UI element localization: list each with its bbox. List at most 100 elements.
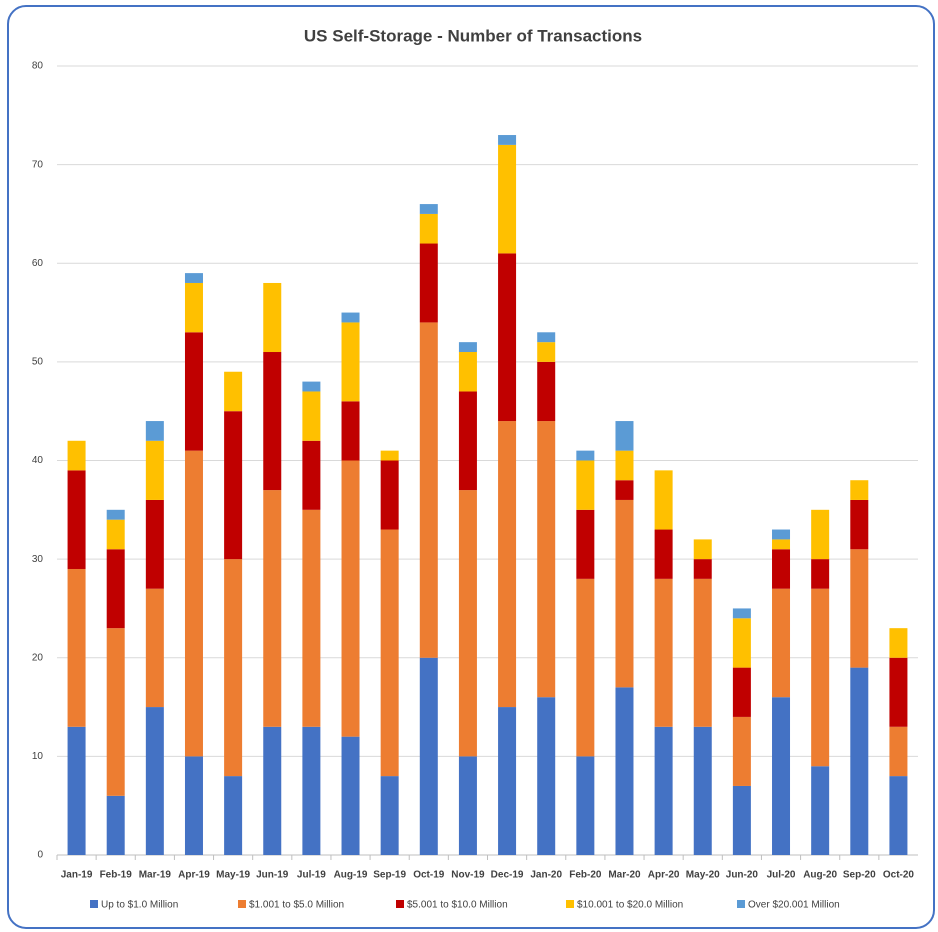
legend-swatch	[737, 900, 745, 908]
legend-label: $10.001 to $20.0 Million	[577, 900, 683, 911]
legend-label: $1.001 to $5.0 Million	[249, 900, 344, 911]
x-tick-label: Jun-19	[256, 870, 289, 881]
bar-segment	[106, 549, 125, 629]
y-tick-label: 50	[32, 357, 44, 368]
bar-segment	[419, 243, 438, 323]
y-tick-label: 80	[32, 61, 44, 72]
legend-swatch	[238, 900, 246, 908]
bar-segment	[772, 697, 791, 855]
bar-segment	[145, 588, 164, 708]
x-tick-label: Nov-19	[451, 870, 485, 881]
bar-segment	[654, 726, 673, 855]
x-tick-label: Aug-20	[803, 870, 837, 881]
bar-segment	[772, 539, 791, 550]
bar-segment	[458, 391, 477, 491]
bar-segment	[302, 381, 321, 392]
bar-segment	[576, 578, 595, 757]
bar-segment	[302, 509, 321, 727]
x-tick-label: Jul-20	[767, 870, 796, 881]
bar-segment	[302, 391, 321, 441]
bar-segment	[811, 766, 830, 855]
bar-segment	[380, 460, 399, 530]
bar-segment	[106, 795, 125, 855]
bar-segment	[850, 667, 869, 855]
bar-segment	[498, 421, 517, 708]
bar-segment	[732, 716, 751, 786]
bar-segment	[106, 509, 125, 520]
bar-segment	[145, 707, 164, 855]
bar-segment	[850, 499, 869, 550]
bar-segment	[263, 352, 282, 491]
bar-segment	[732, 608, 751, 619]
bar-segment	[498, 253, 517, 422]
bar-segment	[106, 519, 125, 550]
bar-segment	[380, 529, 399, 777]
bar-segment	[693, 726, 712, 855]
bar-segment	[615, 687, 634, 855]
bar-segment	[458, 352, 477, 392]
bar-segment	[458, 342, 477, 353]
bar-segment	[615, 450, 634, 481]
bar-segment	[145, 421, 164, 441]
legend-label: $5.001 to $10.0 Million	[407, 900, 508, 911]
bar-segment	[184, 282, 203, 333]
bar-segment	[263, 490, 282, 727]
bar-segment	[537, 342, 556, 362]
bar-segment	[145, 499, 164, 589]
bar-segment	[615, 480, 634, 500]
x-tick-label: Mar-19	[139, 870, 172, 881]
bar-segment	[498, 144, 517, 254]
bar-segment	[263, 282, 282, 353]
y-tick-label: 10	[32, 751, 44, 762]
x-tick-label: Oct-19	[413, 870, 445, 881]
x-tick-label: Aug-19	[334, 870, 368, 881]
bar-segment	[224, 776, 243, 855]
y-tick-label: 40	[32, 455, 44, 466]
x-tick-label: Mar-20	[608, 870, 641, 881]
bar-segment	[537, 332, 556, 343]
bar-segment	[458, 756, 477, 855]
bar-segment	[772, 529, 791, 540]
x-tick-label: Jan-19	[61, 870, 93, 881]
bar-segment	[693, 539, 712, 560]
bar-segment	[224, 559, 243, 777]
bar-segment	[184, 450, 203, 757]
bar-segment	[654, 470, 673, 530]
x-tick-label: May-19	[216, 870, 250, 881]
bar-segment	[341, 401, 360, 461]
bar-segment	[811, 588, 830, 767]
bar-segment	[693, 578, 712, 727]
bar-segment	[772, 588, 791, 698]
bar-segment	[889, 628, 908, 658]
bar-segment	[811, 559, 830, 589]
bar-segment	[145, 440, 164, 500]
bar-segment	[380, 776, 399, 855]
bar-segment	[341, 736, 360, 855]
legend-label: Up to $1.0 Million	[101, 900, 178, 911]
bar-segment	[732, 618, 751, 668]
bar-segment	[537, 697, 556, 855]
bar-segment	[693, 559, 712, 579]
legend-swatch	[396, 900, 404, 908]
x-tick-label: Apr-19	[178, 870, 210, 881]
bar-segment	[811, 509, 830, 560]
bar-segment	[184, 332, 203, 451]
bar-segment	[889, 726, 908, 777]
x-tick-label: Sep-20	[843, 870, 876, 881]
bar-segment	[850, 480, 869, 500]
bar-segment	[106, 628, 125, 796]
bar-segment	[615, 499, 634, 688]
bar-segment	[889, 776, 908, 855]
bar-segment	[67, 726, 86, 855]
bar-segment	[341, 312, 360, 323]
bar-segment	[302, 726, 321, 855]
x-tick-label: Feb-19	[100, 870, 133, 881]
bar-segment	[654, 578, 673, 727]
bar-segment	[341, 460, 360, 737]
bar-segment	[263, 726, 282, 855]
bar-segment	[67, 568, 86, 727]
y-tick-label: 70	[32, 159, 44, 170]
bar-segment	[419, 213, 438, 244]
bar-segment	[302, 440, 321, 510]
